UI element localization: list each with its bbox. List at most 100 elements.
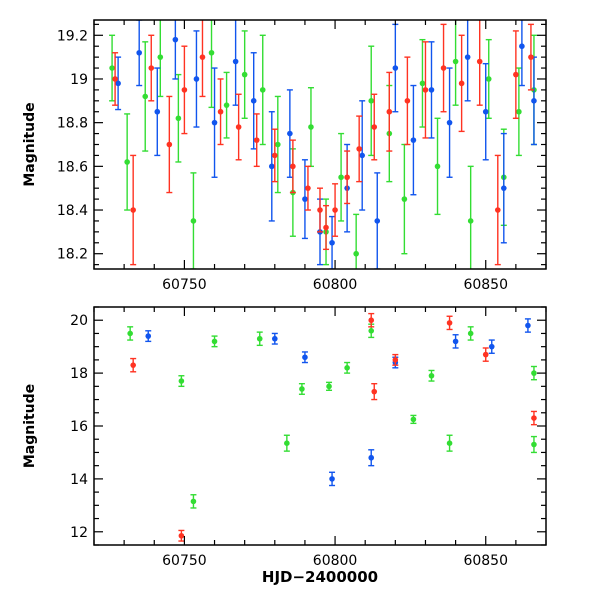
y-tick-label: 14 <box>70 472 88 488</box>
x-tick-label: 60850 <box>463 277 508 293</box>
data-point <box>178 378 185 384</box>
data-point <box>323 224 329 231</box>
data-point <box>476 58 483 65</box>
data-point <box>326 383 332 390</box>
data-point <box>368 317 375 324</box>
data-point <box>419 80 426 87</box>
data-point <box>154 108 161 115</box>
data-point <box>241 71 248 78</box>
data-point <box>501 185 507 191</box>
data-point <box>428 372 435 379</box>
data-point <box>175 115 182 122</box>
data-point <box>494 207 501 213</box>
data-point <box>290 163 296 170</box>
data-point <box>531 415 537 421</box>
data-point <box>392 357 399 363</box>
data-point <box>422 87 429 93</box>
data-point <box>446 119 453 126</box>
y-tick-label: 19 <box>70 72 88 88</box>
y-axis-label: Magnitude <box>22 384 38 468</box>
data-point <box>317 207 323 213</box>
data-point <box>109 65 115 71</box>
data-point <box>404 98 411 104</box>
data-point <box>356 146 362 152</box>
data-point <box>284 440 290 446</box>
y-tick-label: 12 <box>70 525 88 541</box>
x-tick-label: 60750 <box>162 277 207 293</box>
series-green <box>109 20 537 269</box>
data-point <box>386 108 393 115</box>
data-point <box>272 335 278 342</box>
data-point <box>401 196 408 202</box>
data-point <box>371 124 378 130</box>
data-point <box>166 141 173 148</box>
data-point <box>190 498 197 505</box>
data-point <box>485 76 492 82</box>
data-point <box>525 322 531 329</box>
data-point <box>232 58 239 65</box>
data-point <box>181 87 188 93</box>
x-tick-label: 60800 <box>313 277 358 293</box>
data-point <box>223 102 230 108</box>
data-layer <box>109 20 537 542</box>
data-point <box>235 124 242 130</box>
data-point <box>528 54 534 60</box>
data-point <box>446 320 453 326</box>
y-tick-label: 18.6 <box>57 159 88 175</box>
axes-layer: 60750 60800 60850 18.2 18.4 18.6 18.8 19 19.2 Mag… <box>22 19 547 569</box>
series-blue <box>115 20 537 269</box>
y-tick-label: 16 <box>70 419 88 435</box>
y-tick-label: 19.2 <box>57 28 88 44</box>
data-point <box>338 174 344 181</box>
x-tick-label: 60750 <box>162 553 207 569</box>
y-axis-label: Magnitude <box>22 102 38 186</box>
data-point <box>329 476 335 482</box>
data-point <box>513 71 519 78</box>
y-tick-label: 18.8 <box>57 116 88 132</box>
data-point <box>250 98 257 104</box>
data-point <box>130 207 136 213</box>
x-tick-label: 60850 <box>463 553 508 569</box>
data-point <box>434 163 441 170</box>
data-point <box>115 80 121 87</box>
data-point <box>467 330 474 337</box>
panel-0-plot-area <box>109 20 537 269</box>
data-point <box>130 362 136 368</box>
data-point <box>157 54 164 60</box>
data-point <box>305 185 311 191</box>
data-point <box>124 159 130 165</box>
data-point <box>531 370 537 376</box>
y-tick-label: 18.4 <box>57 203 88 219</box>
data-point <box>359 152 365 159</box>
data-point <box>199 54 206 60</box>
data-point <box>302 196 308 202</box>
data-point <box>287 130 293 137</box>
data-point <box>329 239 335 246</box>
panel-1-plot-area <box>127 312 537 542</box>
data-point <box>519 43 525 50</box>
data-point <box>368 98 375 104</box>
data-point <box>531 441 537 448</box>
data-point <box>452 338 459 345</box>
data-point <box>482 108 489 115</box>
data-point <box>531 98 537 104</box>
data-point <box>344 365 350 371</box>
x-axis-label: HJD−2400000 <box>262 568 378 586</box>
data-point <box>178 532 185 539</box>
data-point <box>452 58 459 65</box>
data-point <box>208 49 215 56</box>
data-point <box>136 49 142 56</box>
data-point <box>368 454 375 461</box>
data-point <box>193 76 200 82</box>
data-point <box>211 338 218 345</box>
data-point <box>302 354 308 361</box>
data-point <box>353 250 359 257</box>
series-red <box>112 20 534 266</box>
panel-1-frame <box>93 306 547 546</box>
data-point <box>440 65 447 71</box>
data-point <box>142 93 149 100</box>
data-point <box>368 328 375 334</box>
series-blue <box>145 318 531 487</box>
data-point <box>344 174 350 181</box>
